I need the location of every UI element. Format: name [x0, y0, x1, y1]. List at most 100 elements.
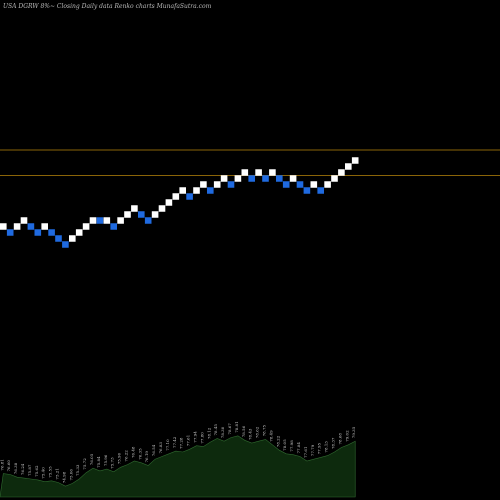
- up-brick: [41, 223, 48, 230]
- volume-label: 78.62: [255, 426, 260, 438]
- volume-label: 77.98: [289, 440, 294, 452]
- volume-label: 77.94: [193, 431, 198, 443]
- down-brick: [34, 229, 42, 236]
- up-brick: [351, 157, 359, 164]
- up-brick: [345, 163, 352, 170]
- volume-label: 75.90: [117, 452, 122, 464]
- volume-label: 75.06: [68, 469, 73, 481]
- reference-lines: [0, 149, 500, 176]
- volume-label: 76.19: [144, 451, 149, 463]
- volume-label: 78.68: [337, 433, 342, 445]
- up-brick: [324, 181, 331, 188]
- volume-label: 77.95: [317, 442, 322, 454]
- volume-label: 77.28: [179, 437, 184, 449]
- volume-label: 76.24: [20, 463, 25, 475]
- volume-area: [0, 435, 356, 498]
- volume-panel: [0, 435, 356, 498]
- down-brick: [303, 187, 311, 194]
- volume-label: 76.22: [124, 450, 129, 462]
- volume-label: 78.05: [282, 439, 287, 451]
- down-brick: [62, 241, 69, 248]
- volume-label: 78.81: [234, 421, 239, 432]
- chart-title: USA DGRW 8%~ Closing Daily data Renko ch…: [3, 3, 212, 10]
- volume-label: 75.62: [34, 465, 39, 477]
- volume-label: 75.55: [48, 466, 53, 478]
- up-brick: [0, 223, 7, 230]
- up-brick: [165, 199, 173, 206]
- volume-label: 76.05: [89, 453, 94, 465]
- volume-label: 79.35: [351, 426, 356, 438]
- down-brick: [27, 223, 35, 230]
- volume-label: 78.75: [262, 424, 267, 436]
- up-brick: [310, 181, 318, 188]
- volume-label: 78.12: [206, 427, 211, 439]
- down-brick: [317, 187, 324, 194]
- up-brick: [89, 217, 97, 224]
- down-brick: [207, 187, 214, 194]
- down-brick: [110, 223, 117, 230]
- volume-label: 78.67: [227, 423, 232, 435]
- volume-label: 76.54: [151, 444, 156, 456]
- volume-label: 75.84: [96, 456, 101, 468]
- volume-label: 77.42: [172, 436, 177, 448]
- up-brick: [338, 169, 345, 176]
- volume-label: 76.83: [158, 442, 163, 454]
- up-brick: [158, 205, 166, 212]
- volume-label: 77.79: [310, 444, 315, 456]
- down-brick: [6, 229, 14, 236]
- volume-label: 78.22: [275, 435, 280, 447]
- up-brick: [13, 223, 21, 230]
- volume-label: 76.48: [130, 446, 135, 458]
- up-brick: [20, 217, 28, 224]
- up-brick: [131, 205, 138, 212]
- up-brick: [124, 211, 131, 218]
- up-brick: [75, 229, 83, 236]
- volume-label: 76.81: [0, 459, 4, 470]
- volume-label: 77.80: [199, 432, 204, 444]
- up-brick: [200, 181, 207, 188]
- volume-label: 79.02: [344, 430, 349, 442]
- down-brick: [144, 217, 152, 224]
- volume-label: 75.21: [55, 468, 60, 479]
- volume-label: 75.72: [82, 458, 87, 470]
- volume-label: 76.60: [6, 460, 11, 472]
- volume-label: 76.38: [13, 462, 18, 474]
- up-brick: [234, 175, 242, 182]
- down-brick: [138, 211, 145, 218]
- up-brick: [220, 175, 228, 182]
- up-brick: [179, 187, 186, 194]
- up-brick: [193, 187, 200, 194]
- volume-label: 75.73: [110, 457, 115, 469]
- up-brick: [213, 181, 221, 188]
- volume-label: 75.40: [41, 467, 46, 479]
- volume-label: 75.87: [27, 464, 32, 476]
- up-brick: [255, 169, 262, 176]
- up-brick: [172, 193, 180, 200]
- volume-label: 77.84: [296, 442, 301, 454]
- renko-bricks: [0, 157, 359, 248]
- volume-label: 76.35: [137, 448, 142, 460]
- volume-label: 78.45: [213, 424, 218, 436]
- down-brick: [96, 217, 104, 224]
- volume-label: 75.96: [103, 454, 108, 466]
- up-brick: [117, 217, 124, 224]
- down-brick: [262, 175, 269, 182]
- down-brick: [186, 193, 193, 200]
- volume-label: 78.37: [331, 437, 336, 449]
- up-brick: [269, 169, 276, 176]
- up-brick: [289, 175, 297, 182]
- volume-label: 77.61: [186, 435, 191, 446]
- volume-label: 74.98: [61, 471, 66, 483]
- up-brick: [82, 223, 90, 230]
- volume-labels: 76.81 76.60 76.38 76.24 75.87 75.62 75.40 75.55…: [0, 421, 356, 483]
- down-brick: [55, 235, 62, 242]
- volume-label: 78.13: [324, 441, 329, 453]
- volume-label: 78.43: [248, 428, 253, 440]
- volume-label: 78.56: [241, 425, 246, 437]
- volume-label: 78.30: [220, 426, 225, 438]
- volume-label: 77.10: [165, 439, 170, 451]
- up-brick: [69, 235, 76, 242]
- up-brick: [241, 169, 249, 176]
- down-brick: [296, 181, 304, 188]
